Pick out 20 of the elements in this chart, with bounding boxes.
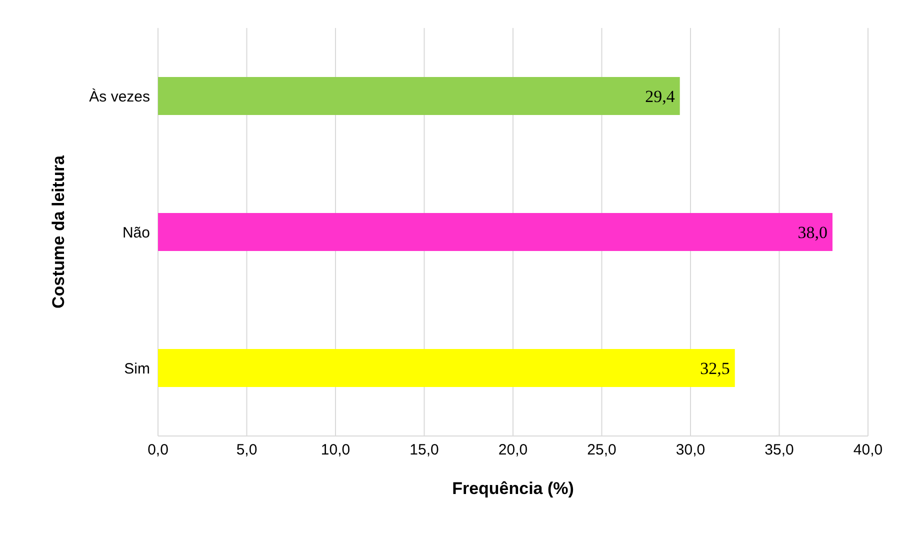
x-tick-label: 5,0	[236, 442, 258, 459]
bar	[158, 212, 832, 252]
y-axis-title: Costume da leitura	[49, 154, 68, 309]
data-label: 29,4	[645, 87, 676, 106]
x-tick-label: 0,0	[148, 442, 168, 459]
x-tick-label: 25,0	[587, 442, 616, 459]
bar	[158, 76, 680, 116]
x-tick-label: 30,0	[676, 442, 706, 459]
bar	[158, 348, 735, 388]
x-tick-label: 20,0	[498, 442, 528, 459]
x-tick-label: 40,0	[853, 442, 883, 459]
y-tick-label: Não	[122, 224, 150, 242]
y-tick-label: Sim	[124, 360, 150, 378]
data-label: 32,5	[700, 359, 730, 378]
x-tick-label: 15,0	[410, 442, 439, 459]
x-tick-label: 35,0	[764, 442, 794, 459]
x-axis-title: Frequência (%)	[452, 479, 574, 498]
x-tick-label: 10,0	[320, 442, 350, 459]
y-tick-label: Às vezes	[89, 87, 150, 106]
data-label: 38,0	[798, 223, 828, 242]
